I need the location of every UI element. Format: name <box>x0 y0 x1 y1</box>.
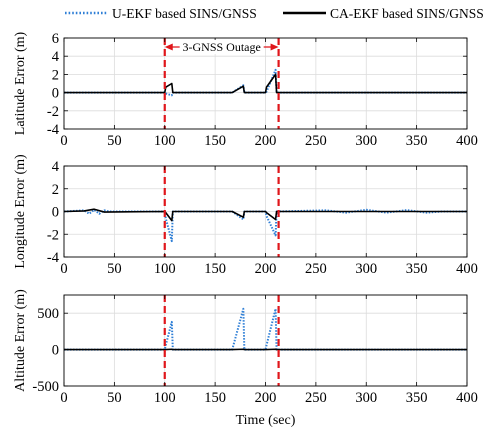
x-tick-label: 50 <box>107 133 122 149</box>
x-tick-label: 350 <box>406 390 428 406</box>
y-tick-label: -500 <box>32 379 59 395</box>
y-tick-label: -4 <box>47 122 60 138</box>
x-tick-label: 250 <box>305 261 327 277</box>
x-tick-label: 350 <box>406 133 428 149</box>
legend: U-EKF based SINS/GNSS CA-EKF based SINS/… <box>65 6 484 21</box>
x-tick-label: 0 <box>60 261 67 277</box>
x-axis-label: Time (sec) <box>236 413 296 428</box>
outage-label: 3-GNSS Outage <box>183 40 261 54</box>
y-tick-label: -2 <box>47 104 59 120</box>
y-tick-label: -2 <box>47 227 59 243</box>
x-tick-label: 50 <box>107 261 122 277</box>
x-tick-label: 0 <box>60 133 67 149</box>
x-tick-label: 250 <box>305 390 327 406</box>
outage-label-background <box>179 40 264 54</box>
x-tick-label: 300 <box>355 133 377 149</box>
x-tick-label: 300 <box>355 261 377 277</box>
gnss-outage-annotation: 3-GNSS Outage <box>164 40 279 54</box>
y-tick-label: 4 <box>52 49 60 65</box>
y-tick-label: 0 <box>52 205 59 221</box>
x-tick-label: 100 <box>154 133 176 149</box>
x-tick-label: 200 <box>255 390 277 406</box>
altitude-y-axis-label: Altitude Error (m) <box>13 289 28 392</box>
x-tick-label: 400 <box>456 390 478 406</box>
x-tick-label: 150 <box>204 133 226 149</box>
x-tick-label: 200 <box>255 133 277 149</box>
altitude-error-panel: 0 50 100 150 200 250 300 350 400-5000500Altitude… <box>13 289 478 406</box>
x-tick-label: 200 <box>255 261 277 277</box>
y-tick-label: 500 <box>37 306 59 322</box>
y-tick-label: 0 <box>52 343 59 359</box>
y-tick-label: 4 <box>52 159 60 175</box>
y-tick-label: 2 <box>52 67 59 83</box>
x-tick-label: 50 <box>107 390 122 406</box>
series-line-u-ekf <box>64 307 467 351</box>
x-tick-label: 150 <box>204 261 226 277</box>
y-tick-label: 6 <box>52 31 59 47</box>
x-tick-label: 300 <box>355 390 377 406</box>
x-tick-label: 400 <box>456 261 478 277</box>
x-tick-label: 150 <box>204 390 226 406</box>
outage-arrowhead-left <box>164 43 173 51</box>
series-line-ca-ekf <box>64 73 467 94</box>
latitude-y-axis-label: Latitude Error (m) <box>13 31 28 135</box>
x-tick-label: 0 <box>60 390 67 406</box>
y-tick-label: 0 <box>52 86 59 102</box>
x-tick-label: 100 <box>154 390 176 406</box>
longitude-y-axis-label: Longitude Error (m) <box>13 154 28 269</box>
outage-arrowhead-right <box>270 43 279 51</box>
longitude-error-panel: 0 50 100 150 200 250 300 350 400 -4 -2 0 2 4 Longitude… <box>13 154 478 277</box>
legend-label-ca-ekf: CA-EKF based SINS/GNSS <box>330 6 484 21</box>
y-tick-label: -4 <box>47 250 60 266</box>
x-tick-label: 400 <box>456 133 478 149</box>
x-tick-label: 350 <box>406 261 428 277</box>
legend-label-u-ekf: U-EKF based SINS/GNSS <box>112 6 257 21</box>
x-tick-label: 250 <box>305 133 327 149</box>
series-line-ca-ekf <box>63 208 467 222</box>
x-tick-label: 100 <box>154 261 176 277</box>
y-tick-label: 2 <box>52 182 59 198</box>
latitude-error-panel: 0 50 100 150 200 250 300 350 400-4-20246Latitude… <box>13 31 478 149</box>
